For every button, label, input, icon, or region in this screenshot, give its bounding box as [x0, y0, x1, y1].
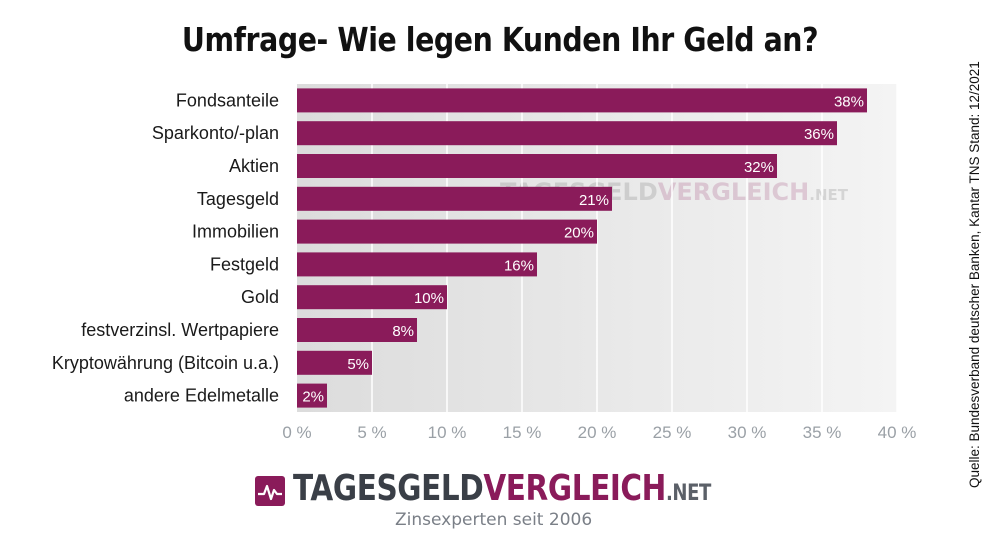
value-label: 5% — [347, 356, 369, 373]
source-note: Quelle: Bundesverband deutscher Banken, … — [967, 61, 982, 488]
x-tick-label: 0 % — [282, 423, 311, 442]
logo-wordmark: TAGESGELDVERGLEICH.NET — [293, 468, 711, 509]
category-label: Fondsanteile — [176, 90, 279, 110]
value-labels: 38%36% 32% 21% 20% 16% 10%8% 5% 2% — [302, 93, 864, 405]
bars — [297, 88, 867, 408]
bar — [297, 88, 867, 113]
x-tick-label: 40 % — [878, 423, 917, 442]
value-label: 38% — [834, 93, 864, 110]
category-label: Festgeld — [210, 254, 279, 274]
x-tick-label: 15 % — [503, 423, 542, 442]
bar — [297, 383, 327, 408]
x-tick-label: 25 % — [653, 423, 692, 442]
logo-part1: TAGESGELD — [293, 468, 484, 509]
chart-pulse-icon — [255, 476, 285, 506]
category-label: Gold — [241, 287, 279, 307]
bar — [297, 186, 612, 211]
logo-tagline: Zinsexperten seit 2006 — [395, 510, 593, 530]
x-tick-labels: 0 % 5 % 10 % 15 % 20 % 25 % 30 % 35 % 40 % — [282, 423, 916, 442]
bar — [297, 350, 372, 375]
watermark-part2: VERGLEICH — [658, 178, 809, 206]
category-labels: Fondsanteile Sparkonto/-plan Aktien Tagesge… — [52, 90, 279, 405]
category-label: Tagesgeld — [197, 189, 279, 209]
chart-title: Umfrage- Wie legen Kunden Ihr Geld an? — [181, 20, 819, 59]
x-tick-label: 35 % — [803, 423, 842, 442]
svg-text:TAGESGELDVERGLEICH.NET: TAGESGELDVERGLEICH.NET — [500, 178, 849, 206]
bar — [297, 121, 837, 146]
category-label: Immobilien — [192, 222, 279, 242]
value-label: 16% — [504, 257, 534, 274]
value-label: 20% — [564, 225, 594, 242]
category-label: andere Edelmetalle — [124, 386, 279, 406]
x-tick-label: 5 % — [357, 423, 386, 442]
bar — [297, 252, 537, 277]
bar — [297, 219, 597, 244]
bar — [297, 154, 777, 178]
logo: TAGESGELDVERGLEICH.NET Zinsexperten seit… — [255, 468, 755, 540]
value-label: 8% — [392, 323, 414, 340]
logo-part2: VERGLEICH — [483, 468, 666, 509]
category-label: festverzinsl. Wertpapiere — [81, 320, 279, 340]
watermark-part3: .NET — [809, 186, 848, 204]
x-tick-label: 20 % — [578, 423, 617, 442]
category-label: Kryptowährung (Bitcoin u.a.) — [52, 353, 279, 373]
logo-part3: .NET — [665, 481, 711, 506]
value-label: 2% — [302, 389, 324, 406]
watermark: TAGESGELDVERGLEICH.NET — [500, 178, 849, 206]
value-label: 10% — [414, 290, 444, 307]
value-label: 32% — [744, 159, 774, 176]
category-label: Sparkonto/-plan — [152, 123, 279, 143]
value-label: 36% — [804, 126, 834, 143]
x-tick-label: 10 % — [428, 423, 467, 442]
x-tick-label: 30 % — [728, 423, 767, 442]
bar — [297, 318, 417, 342]
value-label: 21% — [579, 192, 609, 209]
category-label: Aktien — [229, 156, 279, 176]
bar — [297, 285, 447, 310]
